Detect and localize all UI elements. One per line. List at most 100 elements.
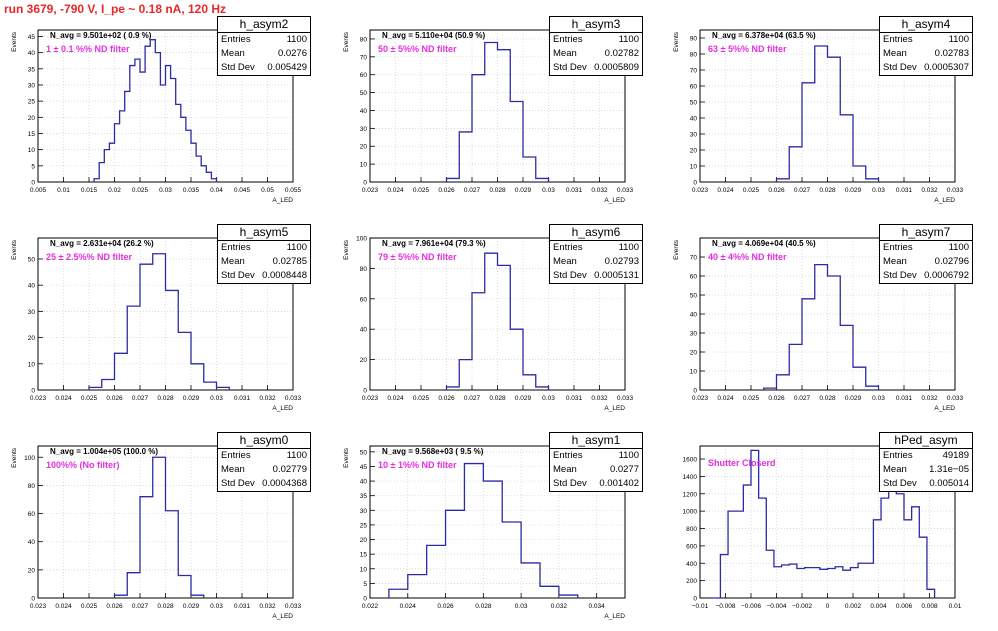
y-tick-label: 600	[686, 543, 697, 550]
stat-row: Entries 1100	[550, 241, 642, 255]
x-tick-label: 0.028	[157, 395, 174, 402]
navg-annotation: N_avg = 9.501e+02 ( 0.9 %)	[50, 31, 152, 40]
x-tick-label: 0.025	[413, 395, 430, 402]
histogram-bin	[820, 569, 828, 598]
histogram-bin	[802, 299, 815, 390]
histogram-bin	[840, 325, 853, 390]
histogram-bin	[153, 254, 166, 390]
histogram-bin	[135, 59, 140, 182]
histogram-bin	[447, 178, 460, 182]
histogram-name: h_asym0	[218, 433, 310, 449]
y-tick-label: 40	[28, 50, 36, 57]
x-tick-label: 0.029	[183, 603, 200, 610]
stat-row: Entries 1100	[550, 33, 642, 47]
histogram-bin	[720, 555, 728, 598]
histogram-bin	[782, 565, 790, 598]
x-tick-label: 0.055	[285, 187, 302, 194]
stat-label: Mean	[553, 256, 577, 267]
stat-value: 0.0276	[277, 48, 307, 59]
stats-box: h_asym5 Entries 1100 Mean 0.02785 Std Dev 0.00…	[217, 224, 311, 284]
histogram-bin	[866, 563, 874, 598]
x-tick-label: 0.025	[81, 603, 98, 610]
y-tick-label: 1000	[683, 509, 698, 516]
y-tick-label: 40	[360, 108, 368, 115]
y-tick-label: 20	[28, 567, 36, 574]
histogram-bin	[850, 568, 858, 598]
navg-annotation: N_avg = 6.378e+04 (63.5 %)	[712, 31, 816, 40]
histogram-bin	[777, 179, 790, 182]
y-tick-label: 1400	[683, 474, 698, 481]
histogram-bin	[840, 115, 853, 182]
histogram-bin	[751, 450, 759, 598]
histogram-bin	[127, 306, 140, 390]
x-axis-label: A_LED	[272, 405, 293, 412]
histogram-bin	[777, 375, 790, 390]
y-tick-label: 800	[686, 526, 697, 533]
histogram-name: h_asym3	[550, 17, 642, 33]
y-tick-label: 45	[28, 34, 36, 41]
histogram-bin	[459, 132, 472, 182]
histogram-svg-h_asym0: 0.023 0.024 0.025 0.026 0.027 0.028 0.029 0.03 0…	[11, 445, 302, 620]
stat-label: Entries	[553, 242, 583, 253]
y-axis-label: Events	[11, 239, 18, 260]
stat-row: Std Dev 0.0006792	[880, 269, 972, 283]
histogram-bin	[160, 85, 165, 182]
y-tick-label: 70	[690, 68, 698, 75]
stat-row: Entries 1100	[218, 241, 310, 255]
x-tick-label: 0	[826, 603, 830, 610]
histogram-bin	[843, 570, 851, 598]
stats-box: h_asym3 Entries 1100 Mean 0.02782 Std Dev 0.00…	[549, 16, 643, 76]
y-tick-label: 70	[360, 54, 368, 61]
histogram-bin	[181, 117, 186, 182]
filter-label: 25 ± 2.5%% ND filter	[46, 252, 132, 262]
x-tick-label: 0.03	[872, 395, 885, 402]
x-tick-label: 0.015	[81, 187, 98, 194]
histogram-bin	[858, 563, 866, 598]
stat-label: Std Dev	[883, 270, 917, 281]
stat-label: Entries	[221, 34, 251, 45]
stat-label: Entries	[221, 450, 251, 461]
stat-row: Std Dev 0.001402	[550, 477, 642, 491]
stat-label: Mean	[883, 464, 907, 475]
x-axis-label: A_LED	[604, 405, 625, 412]
histogram-bin	[764, 388, 777, 390]
x-tick-label: −0.004	[766, 603, 786, 610]
stat-row: Mean 0.02782	[550, 47, 642, 61]
histogram-bin	[211, 179, 216, 182]
histogram-panel-h_asym3: 0.023 0.024 0.025 0.026 0.027 0.028 0.029 0.03 0…	[338, 16, 660, 210]
histogram-bin	[523, 375, 536, 390]
stat-label: Entries	[553, 34, 583, 45]
y-tick-label: 35	[28, 66, 36, 73]
x-tick-label: 0.045	[234, 187, 251, 194]
y-tick-label: 90	[690, 36, 698, 43]
x-tick-label: 0.026	[437, 603, 454, 610]
filter-label: 40 ± 4%% ND filter	[708, 252, 787, 262]
stat-value: 0.0277	[609, 464, 639, 475]
y-tick-label: 0	[31, 180, 35, 187]
stats-box: h_asym1 Entries 1100 Mean 0.0277 Std Dev 0.001…	[549, 432, 643, 492]
x-tick-label: 0.027	[794, 187, 811, 194]
stat-label: Mean	[221, 464, 245, 475]
histogram-bin	[472, 75, 485, 182]
histogram-svg-h_asym4: 0.023 0.024 0.025 0.026 0.027 0.028 0.029 0.03 0…	[673, 29, 964, 204]
navg-annotation: N_avg = 4.069e+04 (40.5 %)	[712, 239, 816, 248]
y-tick-label: 20	[28, 335, 36, 342]
histogram-svg-hPed_asym: −0.01 −0.008 −0.006 −0.004 −0.002 0 0.002 0.004…	[683, 445, 962, 610]
x-tick-label: 0.023	[692, 187, 709, 194]
y-tick-label: 10	[690, 369, 698, 376]
y-tick-label: 40	[690, 312, 698, 319]
x-tick-label: 0.035	[183, 187, 200, 194]
x-tick-label: 0.024	[55, 603, 72, 610]
histogram-bin	[510, 102, 523, 182]
x-tick-label: 0.026	[106, 603, 123, 610]
filter-label: 63 ± 5%% ND filter	[708, 44, 787, 54]
stat-row: Entries 1100	[550, 449, 642, 463]
stat-label: Std Dev	[221, 270, 255, 281]
y-axis-label: Events	[673, 239, 680, 260]
stat-value: 0.0005809	[594, 62, 639, 73]
histogram-bin	[389, 589, 408, 598]
histogram-bin	[176, 104, 181, 182]
x-tick-label: −0.008	[715, 603, 735, 610]
x-tick-label: 0.026	[768, 395, 785, 402]
y-tick-label: 200	[686, 578, 697, 585]
